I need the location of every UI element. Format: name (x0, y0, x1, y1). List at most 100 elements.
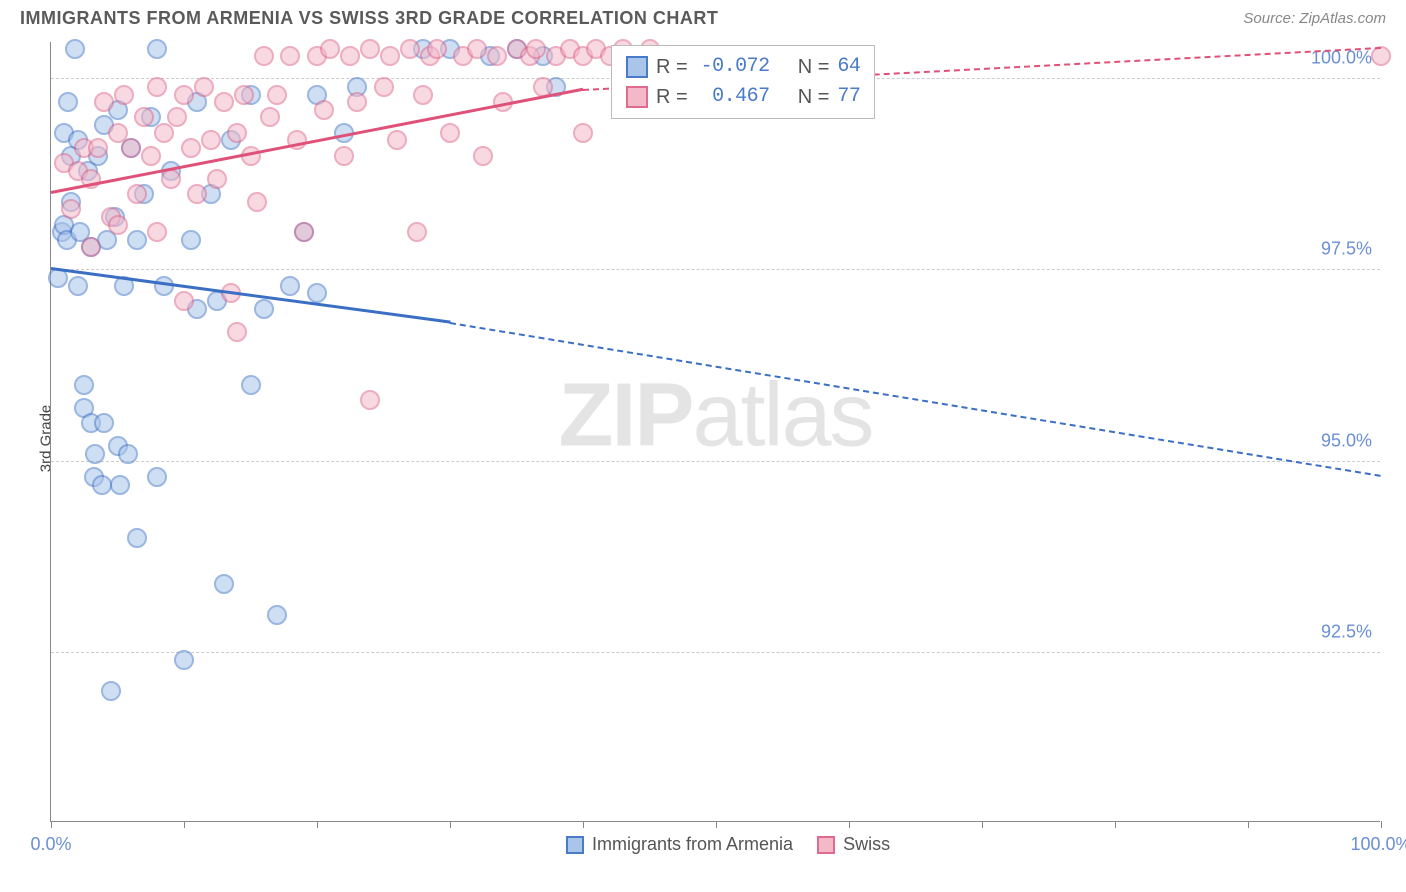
data-point-swiss (526, 39, 546, 59)
y-tick-label: 95.0% (1321, 430, 1372, 451)
data-point-swiss (387, 130, 407, 150)
data-point-swiss (141, 146, 161, 166)
gridline-horizontal (51, 461, 1380, 462)
x-tick (1381, 821, 1382, 828)
legend-item: Swiss (817, 834, 890, 855)
data-point-swiss (108, 215, 128, 235)
data-point-swiss (187, 184, 207, 204)
data-point-swiss (174, 85, 194, 105)
legend-swatch (626, 86, 648, 108)
data-point-armenia (147, 467, 167, 487)
x-tick (1115, 821, 1116, 828)
watermark: ZIPatlas (558, 364, 872, 467)
data-point-swiss (267, 85, 287, 105)
data-point-armenia (65, 39, 85, 59)
data-point-swiss (61, 199, 81, 219)
data-point-armenia (85, 444, 105, 464)
data-point-swiss (360, 39, 380, 59)
data-point-armenia (214, 574, 234, 594)
x-tick (849, 821, 850, 828)
data-point-swiss (294, 222, 314, 242)
x-tick-label: 100.0% (1350, 834, 1406, 855)
data-point-armenia (101, 681, 121, 701)
r-label: R = (656, 52, 688, 82)
data-point-armenia (267, 605, 287, 625)
legend-row: R =-0.072N =64 (626, 52, 860, 82)
x-tick (982, 821, 983, 828)
data-point-swiss (400, 39, 420, 59)
data-point-swiss (314, 100, 334, 120)
data-point-swiss (127, 184, 147, 204)
data-point-swiss (147, 77, 167, 97)
x-tick (51, 821, 52, 828)
data-point-armenia (74, 375, 94, 395)
n-label: N = (798, 82, 830, 112)
data-point-armenia (92, 475, 112, 495)
data-point-swiss (467, 39, 487, 59)
x-tick (450, 821, 451, 828)
data-point-swiss (121, 138, 141, 158)
data-point-swiss (201, 130, 221, 150)
data-point-armenia (127, 528, 147, 548)
data-point-armenia (147, 39, 167, 59)
correlation-legend: R = -0.072 N =64R = 0.467 N =77 (611, 45, 875, 119)
n-value: 64 (837, 52, 860, 82)
n-value: 77 (837, 82, 860, 112)
data-point-swiss (167, 107, 187, 127)
data-point-swiss (247, 192, 267, 212)
series-legend: Immigrants from Armenia Swiss (566, 834, 890, 855)
data-point-swiss (147, 222, 167, 242)
data-point-swiss (227, 322, 247, 342)
data-point-swiss (347, 92, 367, 112)
data-point-swiss (413, 85, 433, 105)
data-point-swiss (260, 107, 280, 127)
x-tick (1248, 821, 1249, 828)
data-point-armenia (118, 444, 138, 464)
data-point-armenia (174, 650, 194, 670)
data-point-swiss (380, 46, 400, 66)
data-point-armenia (68, 276, 88, 296)
data-point-swiss (88, 138, 108, 158)
data-point-swiss (407, 222, 427, 242)
legend-item: Immigrants from Armenia (566, 834, 793, 855)
x-tick (184, 821, 185, 828)
r-value: -0.072 (696, 52, 770, 82)
data-point-swiss (194, 77, 214, 97)
chart-header: IMMIGRANTS FROM ARMENIA VS SWISS 3RD GRA… (0, 0, 1406, 33)
data-point-swiss (334, 146, 354, 166)
data-point-swiss (114, 85, 134, 105)
data-point-swiss (440, 123, 460, 143)
legend-swatch (626, 56, 648, 78)
r-label: R = (656, 82, 688, 112)
legend-series-name: Immigrants from Armenia (592, 834, 793, 855)
legend-swatch (817, 836, 835, 854)
data-point-swiss (573, 123, 593, 143)
data-point-swiss (94, 92, 114, 112)
data-point-swiss (487, 46, 507, 66)
data-point-swiss (320, 39, 340, 59)
gridline-horizontal (51, 269, 1380, 270)
source-attribution: Source: ZipAtlas.com (1243, 10, 1386, 27)
data-point-swiss (214, 92, 234, 112)
x-tick (716, 821, 717, 828)
scatter-chart: ZIPatlas 92.5%95.0%97.5%100.0%0.0%100.0%… (50, 42, 1380, 822)
data-point-swiss (227, 123, 247, 143)
y-tick-label: 92.5% (1321, 621, 1372, 642)
x-tick-label: 0.0% (30, 834, 71, 855)
x-tick (583, 821, 584, 828)
data-point-swiss (374, 77, 394, 97)
data-point-armenia (241, 375, 261, 395)
data-point-armenia (110, 475, 130, 495)
data-point-swiss (134, 107, 154, 127)
legend-row: R = 0.467 N =77 (626, 82, 860, 112)
data-point-swiss (234, 85, 254, 105)
chart-title: IMMIGRANTS FROM ARMENIA VS SWISS 3RD GRA… (20, 8, 718, 29)
data-point-armenia (58, 92, 78, 112)
data-point-swiss (81, 237, 101, 257)
r-value: 0.467 (696, 82, 770, 112)
data-point-swiss (181, 138, 201, 158)
data-point-swiss (340, 46, 360, 66)
trend-line-dashed (450, 322, 1381, 477)
data-point-armenia (307, 283, 327, 303)
data-point-swiss (473, 146, 493, 166)
